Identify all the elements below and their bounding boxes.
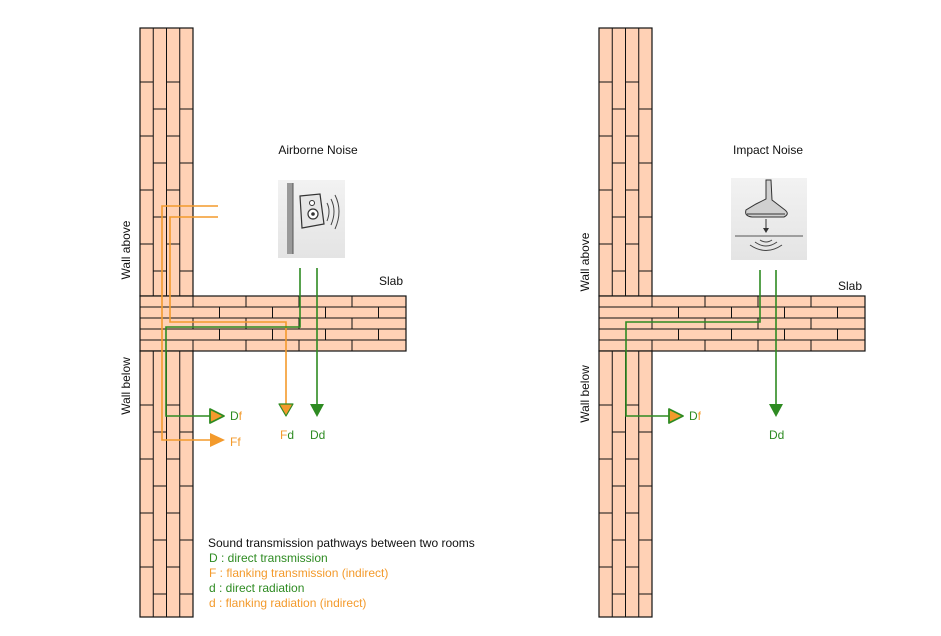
left-label-Ff: Ff xyxy=(230,435,241,449)
left-slab-label: Slab xyxy=(379,274,403,288)
right-wall-below xyxy=(598,350,653,618)
legend-item-direct-transmission: D : direct transmission xyxy=(209,551,328,565)
left-path-Fd xyxy=(169,216,287,404)
right-direct-paths xyxy=(625,270,777,417)
legend-item-flanking-radiation: d : flanking radiation (indirect) xyxy=(209,596,366,610)
legend-item-direct-radiation: d : direct radiation xyxy=(209,581,304,595)
left-panel: Airborne Noise Slab Wall above Wall belo… xyxy=(119,27,475,618)
footstep-icon xyxy=(731,178,807,260)
speaker-icon xyxy=(278,180,345,258)
left-direct-paths xyxy=(165,268,318,417)
left-flanking-paths xyxy=(161,205,287,441)
right-panel: Impact Noise Slab Wall above Wall below … xyxy=(578,27,866,618)
left-wall-above xyxy=(139,27,194,297)
right-wall-below-label: Wall below xyxy=(578,365,592,423)
left-path-Ff xyxy=(161,205,218,441)
right-label-Dd: Dd xyxy=(769,428,784,442)
left-arrow-Df xyxy=(209,408,225,424)
left-wall-above-label: Wall above xyxy=(119,220,133,279)
right-path-Df xyxy=(625,270,761,417)
left-wall-below-label: Wall below xyxy=(119,357,133,415)
right-wall-above-label: Wall above xyxy=(578,232,592,291)
legend-item-flanking-transmission: F : flanking transmission (indirect) xyxy=(209,566,388,580)
left-arrow-Fd xyxy=(278,403,294,417)
right-label-Df: Df xyxy=(689,409,702,423)
left-slab xyxy=(139,295,407,352)
legend-title: Sound transmission pathways between two … xyxy=(208,536,475,550)
left-label-Fd: Fd xyxy=(280,428,294,442)
right-panel-title: Impact Noise xyxy=(733,143,803,157)
right-slab-label: Slab xyxy=(838,279,862,293)
left-path-Df xyxy=(165,268,301,417)
right-slab xyxy=(598,295,866,352)
left-panel-title: Airborne Noise xyxy=(278,143,358,157)
left-arrow-Dd xyxy=(310,404,324,417)
left-label-Df: Df xyxy=(230,409,243,423)
right-arrow-Df xyxy=(668,408,684,424)
right-arrow-Dd xyxy=(769,404,783,417)
right-wall-above xyxy=(598,27,653,297)
legend: Sound transmission pathways between two … xyxy=(208,536,475,610)
left-label-Dd: Dd xyxy=(310,428,325,442)
left-arrow-Ff xyxy=(210,433,225,447)
